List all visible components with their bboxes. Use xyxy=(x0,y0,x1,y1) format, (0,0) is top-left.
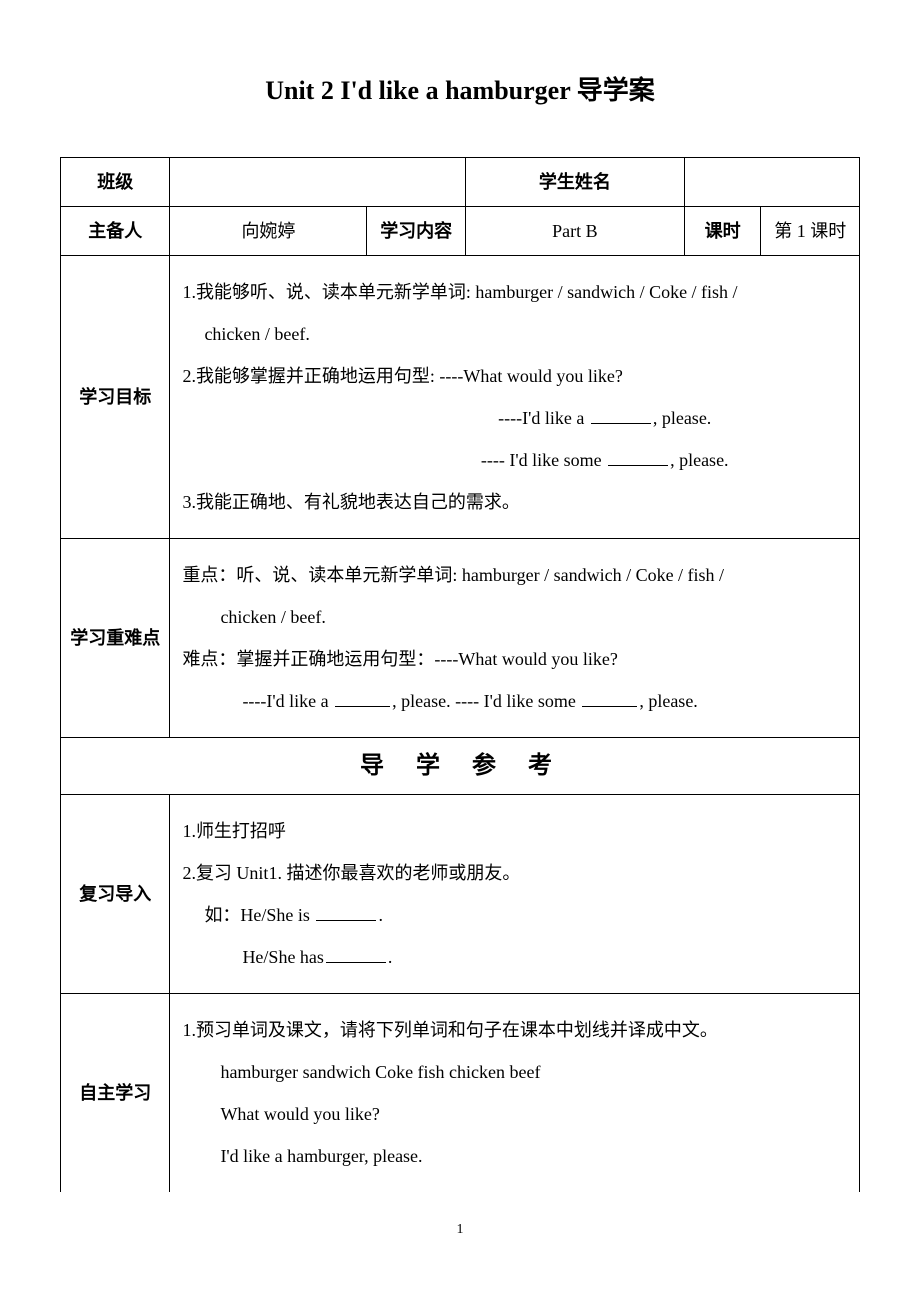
goals-line1b: chicken / beef. xyxy=(182,316,847,352)
goals-line2c-post: , please. xyxy=(670,450,728,470)
goals-line2b: ----I'd like a , please. xyxy=(182,400,847,436)
keypoints-line3-post: , please. xyxy=(639,691,697,711)
goals-line1: 1.我能够听、说、读本单元新学单词: hamburger / sandwich … xyxy=(182,274,847,310)
keypoints-row: 学习重难点 重点：听、说、读本单元新学单词: hamburger / sandw… xyxy=(61,539,860,738)
student-name-value xyxy=(684,158,859,207)
keypoints-line3-pre1: ----I'd like a xyxy=(242,691,333,711)
goals-line2c: ---- I'd like some , please. xyxy=(182,442,847,478)
keypoints-line1b: chicken / beef. xyxy=(182,599,847,635)
selfstudy-line3: What would you like? xyxy=(182,1096,847,1132)
review-content: 1.师生打招呼 2.复习 Unit1. 描述你最喜欢的老师或朋友。 如：He/S… xyxy=(170,795,860,994)
table-row: 班级 学生姓名 xyxy=(61,158,860,207)
student-name-label: 学生姓名 xyxy=(465,158,684,207)
class-value xyxy=(170,158,466,207)
selfstudy-content: 1.预习单词及课文，请将下列单词和句子在课本中划线并译成中文。 hamburge… xyxy=(170,994,860,1193)
keypoints-line3-mid: , please. ---- I'd like some xyxy=(392,691,580,711)
keypoints-line3: ----I'd like a , please. ---- I'd like s… xyxy=(182,683,847,719)
review-label: 复习导入 xyxy=(61,795,170,994)
worksheet-table: 班级 学生姓名 主备人 向婉婷 学习内容 Part B 课时 第 1 课时 学习… xyxy=(60,157,860,1192)
period-label: 课时 xyxy=(684,207,761,256)
keypoints-label: 学习重难点 xyxy=(61,539,170,738)
keypoints-line2: 难点：掌握并正确地运用句型：----What would you like? xyxy=(182,641,847,677)
guide-header-row: 导学参考 xyxy=(61,738,860,795)
document-title: Unit 2 I'd like a hamburger 导学案 xyxy=(60,70,860,107)
goals-row: 学习目标 1.我能够听、说、读本单元新学单词: hamburger / sand… xyxy=(61,256,860,539)
blank-field xyxy=(335,689,390,707)
review-line2: 2.复习 Unit1. 描述你最喜欢的老师或朋友。 xyxy=(182,855,847,891)
preparer-value: 向婉婷 xyxy=(170,207,367,256)
review-line3: 如：He/She is . xyxy=(182,897,847,933)
table-row: 主备人 向婉婷 学习内容 Part B 课时 第 1 课时 xyxy=(61,207,860,256)
blank-field xyxy=(316,903,376,921)
selfstudy-line2: hamburger sandwich Coke fish chicken bee… xyxy=(182,1054,847,1090)
blank-field xyxy=(582,689,637,707)
selfstudy-label: 自主学习 xyxy=(61,994,170,1193)
blank-field xyxy=(608,448,668,466)
selfstudy-line4: I'd like a hamburger, please. xyxy=(182,1138,847,1174)
review-line1: 1.师生打招呼 xyxy=(182,813,847,849)
period-value: 第 1 课时 xyxy=(761,207,860,256)
guide-header: 导学参考 xyxy=(61,738,860,795)
review-line4: He/She has. xyxy=(182,939,847,975)
goals-content: 1.我能够听、说、读本单元新学单词: hamburger / sandwich … xyxy=(170,256,860,539)
keypoints-content: 重点：听、说、读本单元新学单词: hamburger / sandwich / … xyxy=(170,539,860,738)
class-label: 班级 xyxy=(61,158,170,207)
review-line3-post: . xyxy=(378,905,383,925)
selfstudy-line1: 1.预习单词及课文，请将下列单词和句子在课本中划线并译成中文。 xyxy=(182,1012,847,1048)
blank-field xyxy=(326,945,386,963)
review-row: 复习导入 1.师生打招呼 2.复习 Unit1. 描述你最喜欢的老师或朋友。 如… xyxy=(61,795,860,994)
goals-line3: 3.我能正确地、有礼貌地表达自己的需求。 xyxy=(182,484,847,520)
page-number: 1 xyxy=(60,1222,860,1238)
goals-line2b-post: , please. xyxy=(653,408,711,428)
review-line3-pre: 如：He/She is xyxy=(204,905,314,925)
goals-label: 学习目标 xyxy=(61,256,170,539)
content-value: Part B xyxy=(465,207,684,256)
review-line4-pre: He/She has xyxy=(242,947,323,967)
selfstudy-row: 自主学习 1.预习单词及课文，请将下列单词和句子在课本中划线并译成中文。 ham… xyxy=(61,994,860,1193)
blank-field xyxy=(591,406,651,424)
content-label: 学习内容 xyxy=(367,207,466,256)
review-line4-post: . xyxy=(388,947,393,967)
goals-line2b-pre: ----I'd like a xyxy=(498,408,589,428)
keypoints-line1: 重点：听、说、读本单元新学单词: hamburger / sandwich / … xyxy=(182,557,847,593)
goals-line2: 2.我能够掌握并正确地运用句型: ----What would you like… xyxy=(182,358,847,394)
goals-line2c-pre: ---- I'd like some xyxy=(481,450,606,470)
preparer-label: 主备人 xyxy=(61,207,170,256)
